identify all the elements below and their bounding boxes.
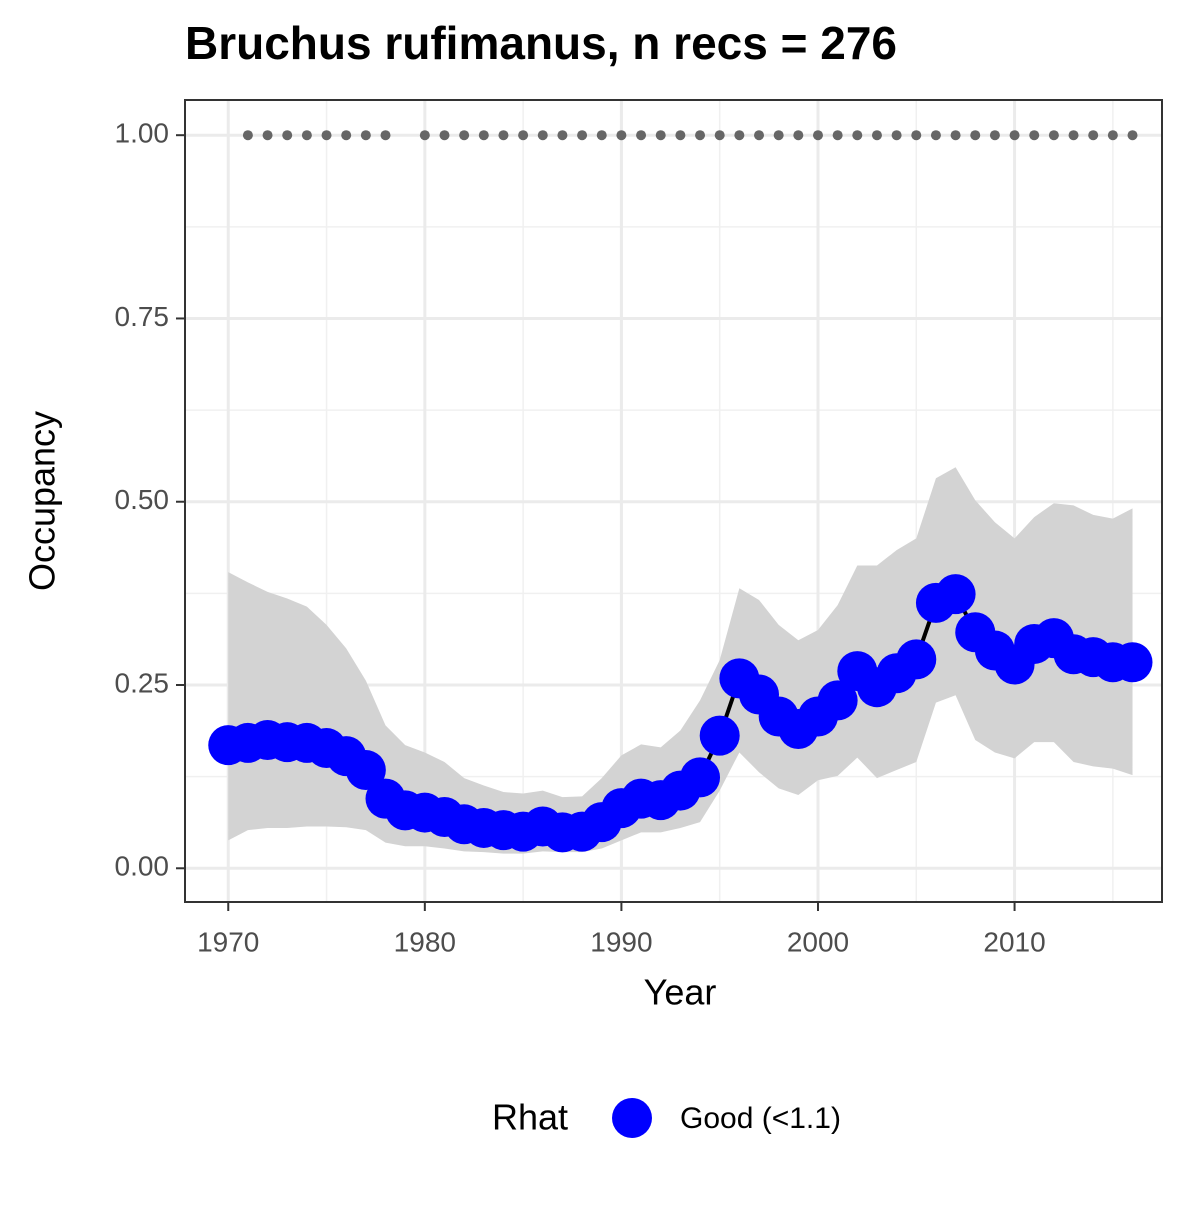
- detection-dot: [1127, 130, 1138, 141]
- x-tick-label: 1990: [590, 926, 652, 957]
- detection-dot: [714, 130, 725, 141]
- detection-dot: [616, 130, 627, 141]
- point: [680, 757, 721, 798]
- detection-dot: [498, 130, 509, 141]
- detection-dot: [891, 130, 902, 141]
- point: [345, 750, 386, 791]
- detection-dot: [636, 130, 647, 141]
- detection-dot: [557, 130, 568, 141]
- detection-dot: [380, 130, 391, 141]
- detection-dot: [754, 130, 765, 141]
- detection-dot: [360, 130, 371, 141]
- detection-dot: [478, 130, 489, 141]
- y-tick-label: 0.50: [115, 484, 170, 515]
- detection-dot: [655, 130, 666, 141]
- detection-dot: [301, 130, 312, 141]
- detection-dot: [989, 130, 1000, 141]
- y-tick-label: 0.00: [115, 851, 170, 882]
- detection-dot: [242, 130, 253, 141]
- x-tick-label: 1970: [197, 926, 259, 957]
- detection-dot: [734, 130, 745, 141]
- x-tick-label: 2000: [787, 926, 849, 957]
- chart-title: Bruchus rufimanus, n recs = 276: [185, 17, 897, 69]
- detection-dot: [321, 130, 332, 141]
- detection-dot: [439, 130, 450, 141]
- detection-dot: [871, 130, 882, 141]
- point: [935, 574, 976, 615]
- x-axis-label: Year: [644, 972, 717, 1013]
- detection-dot: [537, 130, 548, 141]
- detection-dot: [970, 130, 981, 141]
- detection-dot: [282, 130, 293, 141]
- point: [699, 715, 740, 756]
- detection-dot: [793, 130, 804, 141]
- y-tick-label: 0.75: [115, 301, 170, 332]
- point: [1112, 642, 1153, 683]
- detection-dot: [773, 130, 784, 141]
- y-tick-label: 1.00: [115, 118, 170, 149]
- detection-dot: [577, 130, 588, 141]
- point: [896, 639, 937, 680]
- x-tick-label: 1980: [394, 926, 456, 957]
- legend-marker: [612, 1098, 652, 1138]
- detection-dot: [812, 130, 823, 141]
- detection-dot: [596, 130, 607, 141]
- detection-dot: [459, 130, 470, 141]
- credible-band: [228, 467, 1133, 854]
- detection-dot: [832, 130, 843, 141]
- detection-dot: [518, 130, 529, 141]
- detection-dot: [852, 130, 863, 141]
- detection-dot: [675, 130, 686, 141]
- detection-dot: [419, 130, 430, 141]
- y-axis-label: Occupancy: [22, 411, 63, 591]
- detection-dot: [1048, 130, 1059, 141]
- y-tick-label: 0.25: [115, 667, 170, 698]
- detection-dot: [695, 130, 706, 141]
- detection-dot: [1107, 130, 1118, 141]
- point: [817, 680, 858, 721]
- detection-dot: [911, 130, 922, 141]
- legend-title: Rhat: [492, 1097, 568, 1138]
- detection-dot: [1009, 130, 1020, 141]
- detection-dot: [1029, 130, 1040, 141]
- detection-dot: [1068, 130, 1079, 141]
- detection-dot: [930, 130, 941, 141]
- detection-dot: [341, 130, 352, 141]
- legend-label: Good (<1.1): [680, 1102, 841, 1135]
- x-tick-label: 2010: [983, 926, 1045, 957]
- detection-dot: [1088, 130, 1099, 141]
- detection-dot: [950, 130, 961, 141]
- plot-border: [184, 99, 1163, 903]
- detection-dot: [262, 130, 273, 141]
